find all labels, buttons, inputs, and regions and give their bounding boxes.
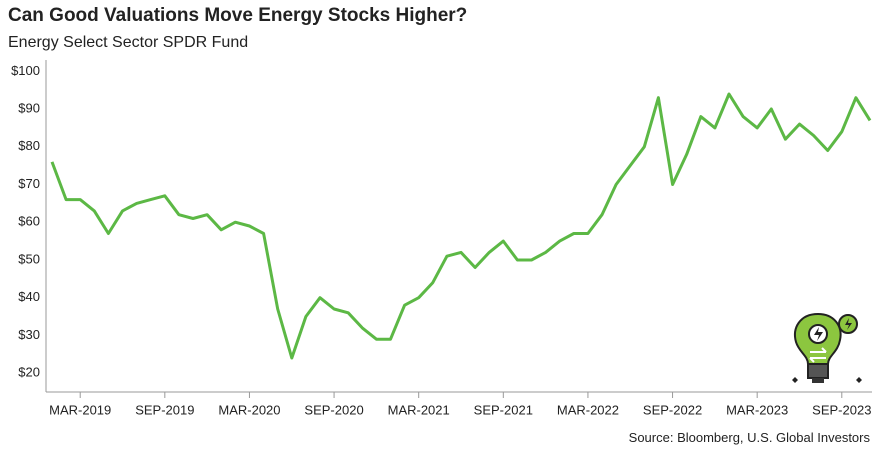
x-tick-label: MAR-2020: [218, 402, 280, 417]
x-tick-label: SEP-2019: [135, 402, 194, 417]
x-tick-label: SEP-2022: [643, 402, 702, 417]
x-tick-label: SEP-2020: [304, 402, 363, 417]
y-tick-label: $20: [18, 365, 40, 380]
x-tick-label: MAR-2023: [726, 402, 788, 417]
source: Source: Bloomberg, U.S. Global Investors: [629, 430, 871, 445]
y-tick-label: $50: [18, 251, 40, 266]
y-tick-label: $90: [18, 100, 40, 115]
y-tick-label: $100: [11, 63, 40, 78]
x-tick-label: SEP-2023: [812, 402, 871, 417]
x-tick-label: SEP-2021: [474, 402, 533, 417]
y-tick-label: $30: [18, 327, 40, 342]
y-tick-label: $60: [18, 214, 40, 229]
chart-title: Can Good Valuations Move Energy Stocks H…: [8, 5, 467, 26]
x-tick-label: MAR-2019: [49, 402, 111, 417]
y-tick-label: $70: [18, 176, 40, 191]
y-tick-label: $40: [18, 289, 40, 304]
x-tick-label: MAR-2022: [557, 402, 619, 417]
data-line: [50, 92, 872, 360]
y-tick-label: $80: [18, 138, 40, 153]
bulb-icon: [792, 312, 862, 383]
chart-subtitle: Energy Select Sector SPDR Fund: [8, 34, 248, 51]
x-tick-label: MAR-2021: [388, 402, 450, 417]
